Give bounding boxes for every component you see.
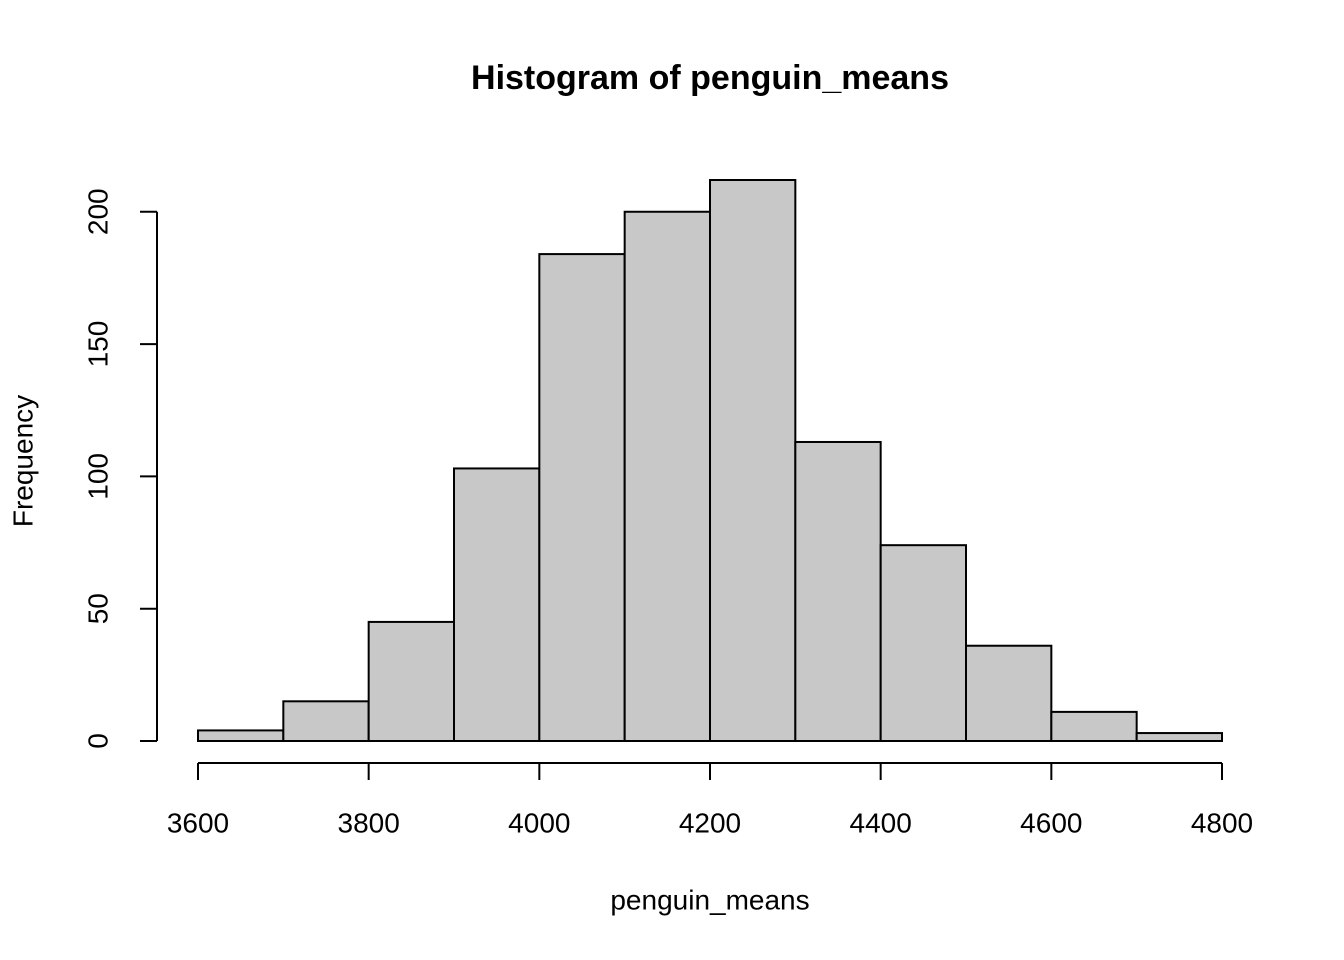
bar xyxy=(709,179,797,742)
x-tick-label: 4600 xyxy=(1020,807,1082,838)
x-tick-label: 4200 xyxy=(679,807,741,838)
y-tick-label: 0 xyxy=(82,733,113,749)
bar xyxy=(453,467,541,742)
y-tick-label: 200 xyxy=(82,188,113,235)
bar xyxy=(197,729,285,743)
bar xyxy=(538,253,626,743)
bar xyxy=(879,544,968,743)
y-tick-label: 150 xyxy=(82,321,113,368)
bar xyxy=(794,440,882,742)
bar xyxy=(623,210,712,743)
y-axis-label: Frequency xyxy=(7,395,38,527)
x-axis-label: penguin_means xyxy=(610,884,809,915)
y-tick-label: 100 xyxy=(82,453,113,500)
x-tick-label: 4000 xyxy=(508,807,570,838)
bar xyxy=(282,700,370,742)
y-tick-label: 50 xyxy=(82,593,113,624)
bar xyxy=(1135,732,1223,743)
bar xyxy=(965,644,1053,742)
x-tick-label: 4800 xyxy=(1191,807,1253,838)
x-tick-label: 3800 xyxy=(338,807,400,838)
x-tick-label: 3600 xyxy=(167,807,229,838)
chart-title: Histogram of penguin_means xyxy=(471,59,949,97)
bar xyxy=(1050,710,1138,742)
bar xyxy=(367,620,455,742)
x-tick-label: 4400 xyxy=(850,807,912,838)
